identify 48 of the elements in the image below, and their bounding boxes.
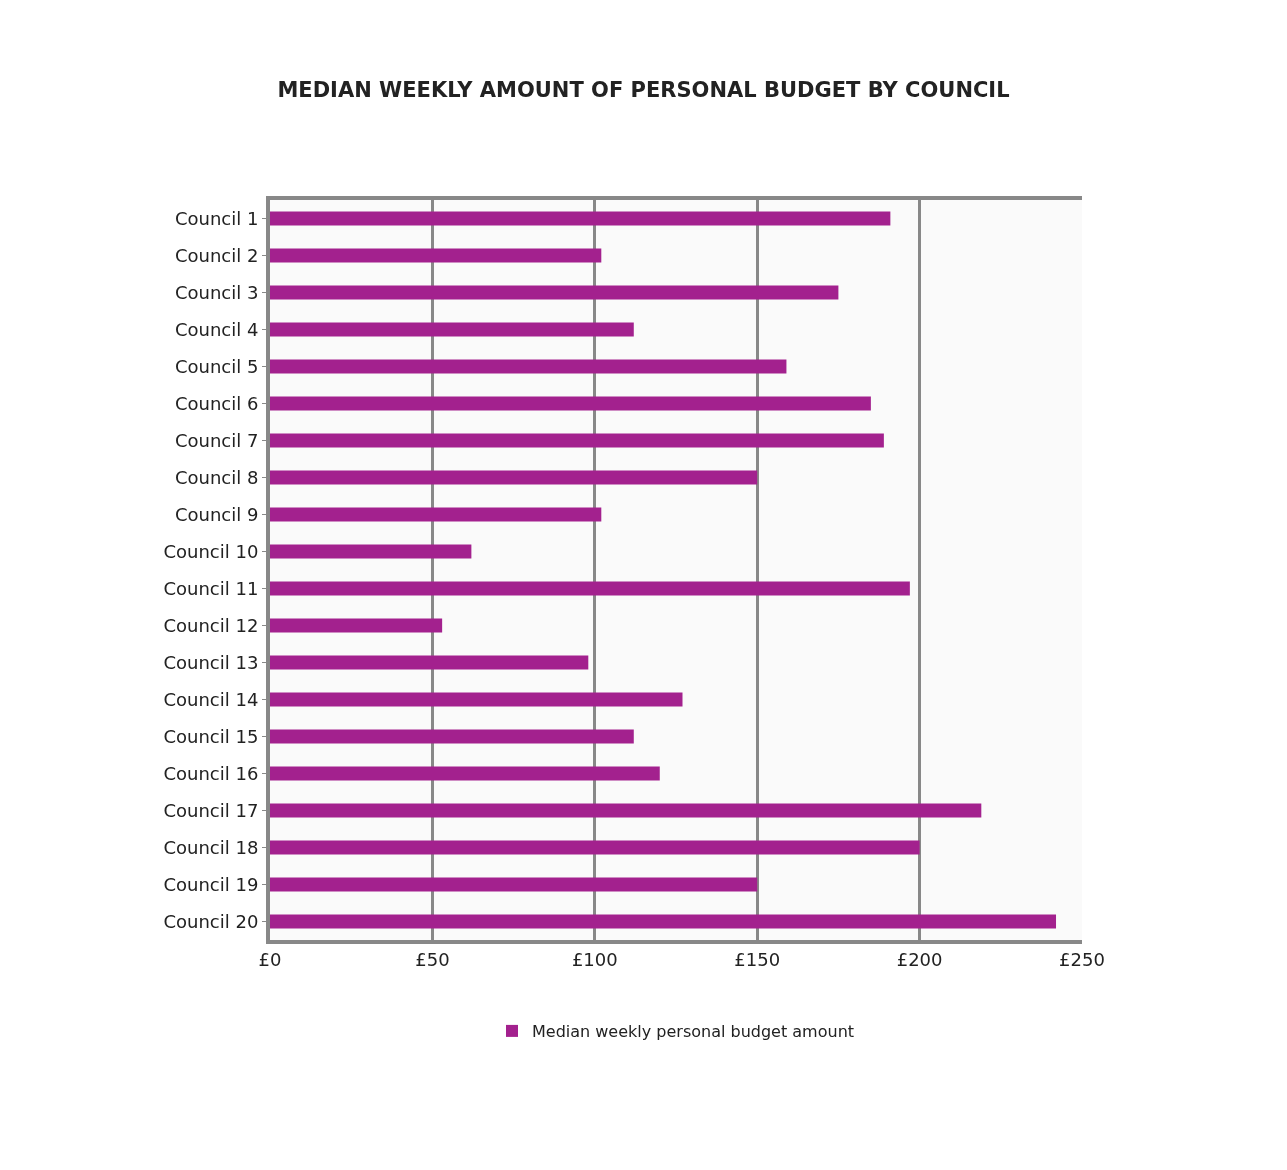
x-tick-label: £0 <box>258 948 282 970</box>
y-tick-label: Council 16 <box>163 762 259 784</box>
y-tick-label: Council 12 <box>163 614 259 636</box>
y-tick-label: Council 8 <box>174 466 259 488</box>
x-tick-label: £50 <box>415 948 450 970</box>
bar <box>270 729 634 744</box>
y-tick-label: Council 5 <box>174 355 259 377</box>
y-tick-label: Council 11 <box>163 577 259 599</box>
y-tick-label: Council 1 <box>174 207 259 229</box>
bar <box>270 433 884 448</box>
y-tick-label: Council 10 <box>163 540 259 562</box>
y-tick-label: Council 9 <box>174 503 259 525</box>
bar <box>270 618 443 633</box>
bar <box>270 211 891 226</box>
y-tick-label: Council 6 <box>174 392 259 414</box>
y-tick-label: Council 13 <box>163 651 259 673</box>
bar <box>270 692 683 707</box>
y-tick-label: Council 2 <box>174 244 259 266</box>
bar <box>270 914 1057 929</box>
y-tick-label: Council 3 <box>174 281 259 303</box>
y-tick-label: Council 17 <box>163 799 259 821</box>
bar <box>270 322 634 337</box>
y-tick-label: Council 18 <box>163 836 259 858</box>
y-tick-label: Council 15 <box>163 725 259 747</box>
x-tick-label: £200 <box>896 948 943 970</box>
y-tick-label: Council 19 <box>163 873 259 895</box>
bar <box>270 507 602 522</box>
bar <box>270 655 589 670</box>
bar <box>270 581 910 596</box>
x-tick-label: £100 <box>571 948 618 970</box>
x-tick-label: £150 <box>734 948 781 970</box>
legend-label: Median weekly personal budget amount <box>532 1022 855 1042</box>
bar <box>270 766 660 781</box>
bar <box>270 248 602 263</box>
bar <box>270 544 472 559</box>
bar <box>270 396 871 411</box>
y-tick-label: Council 20 <box>163 910 259 932</box>
y-tick-label: Council 4 <box>174 318 259 340</box>
bar <box>270 877 758 892</box>
chart-title: MEDIAN WEEKLY AMOUNT OF PERSONAL BUDGET BY COUNCIL <box>277 77 1010 102</box>
bar <box>270 803 982 818</box>
y-tick-label: Council 7 <box>174 429 259 451</box>
bar <box>270 840 920 855</box>
bar <box>270 285 839 300</box>
bar <box>270 359 787 374</box>
x-tick-label: £250 <box>1059 948 1105 970</box>
y-tick-label: Council 14 <box>163 688 259 710</box>
bar <box>270 470 758 485</box>
